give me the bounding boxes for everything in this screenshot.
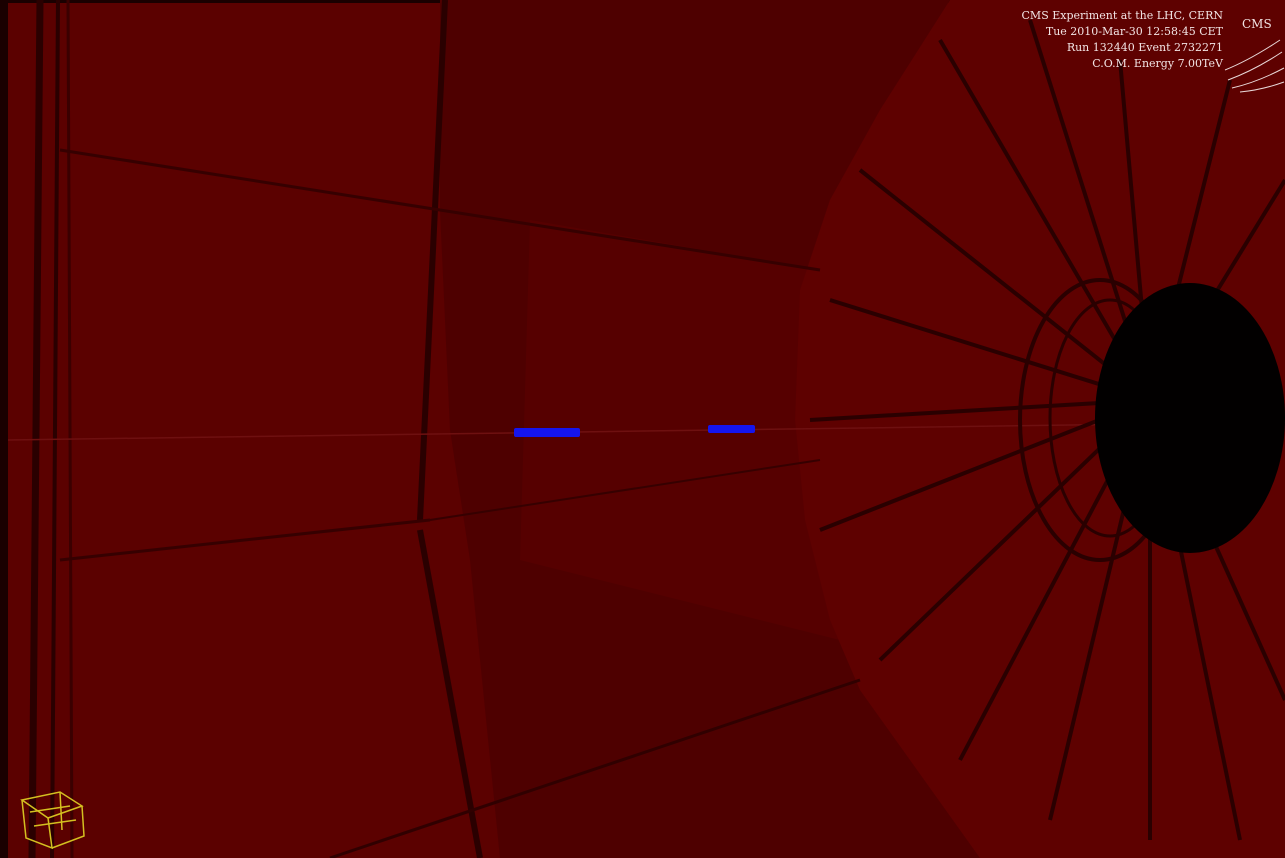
left-frame <box>0 0 8 858</box>
barrel-seam-lower <box>329 678 861 858</box>
cms-logo-icon <box>1224 39 1285 93</box>
barrel-ring-3 <box>66 0 74 858</box>
cms-logo-text: CMS <box>1242 17 1272 31</box>
track-hit-1 <box>514 428 580 437</box>
barrel-seam-bottom <box>59 518 431 562</box>
barrel-ring-4 <box>417 0 448 521</box>
beam-pipe-opening <box>1095 283 1285 553</box>
barrel-ring-5 <box>417 529 483 858</box>
beam-axis <box>7 421 1285 441</box>
com-energy: C.O.M. Energy 7.00TeV <box>1092 57 1223 70</box>
barrel-ring-2 <box>50 0 60 858</box>
track-hit-2 <box>708 425 755 433</box>
orientation-axes-icon[interactable] <box>20 791 85 850</box>
barrel-ring-1 <box>28 0 44 858</box>
event-info-panel: CMS Experiment at the LHC, CERN Tue 2010… <box>1022 8 1223 72</box>
experiment-label: CMS Experiment at the LHC, CERN <box>1021 9 1223 22</box>
barrel-seam-top <box>59 148 441 212</box>
run-event-id: Run 132440 Event 2732271 <box>1066 41 1223 54</box>
barrel-seam-top-2 <box>439 208 821 272</box>
event-timestamp: Tue 2010-Mar-30 12:58:45 CET <box>1045 25 1223 38</box>
barrel-seam-bottom-2 <box>429 459 821 521</box>
